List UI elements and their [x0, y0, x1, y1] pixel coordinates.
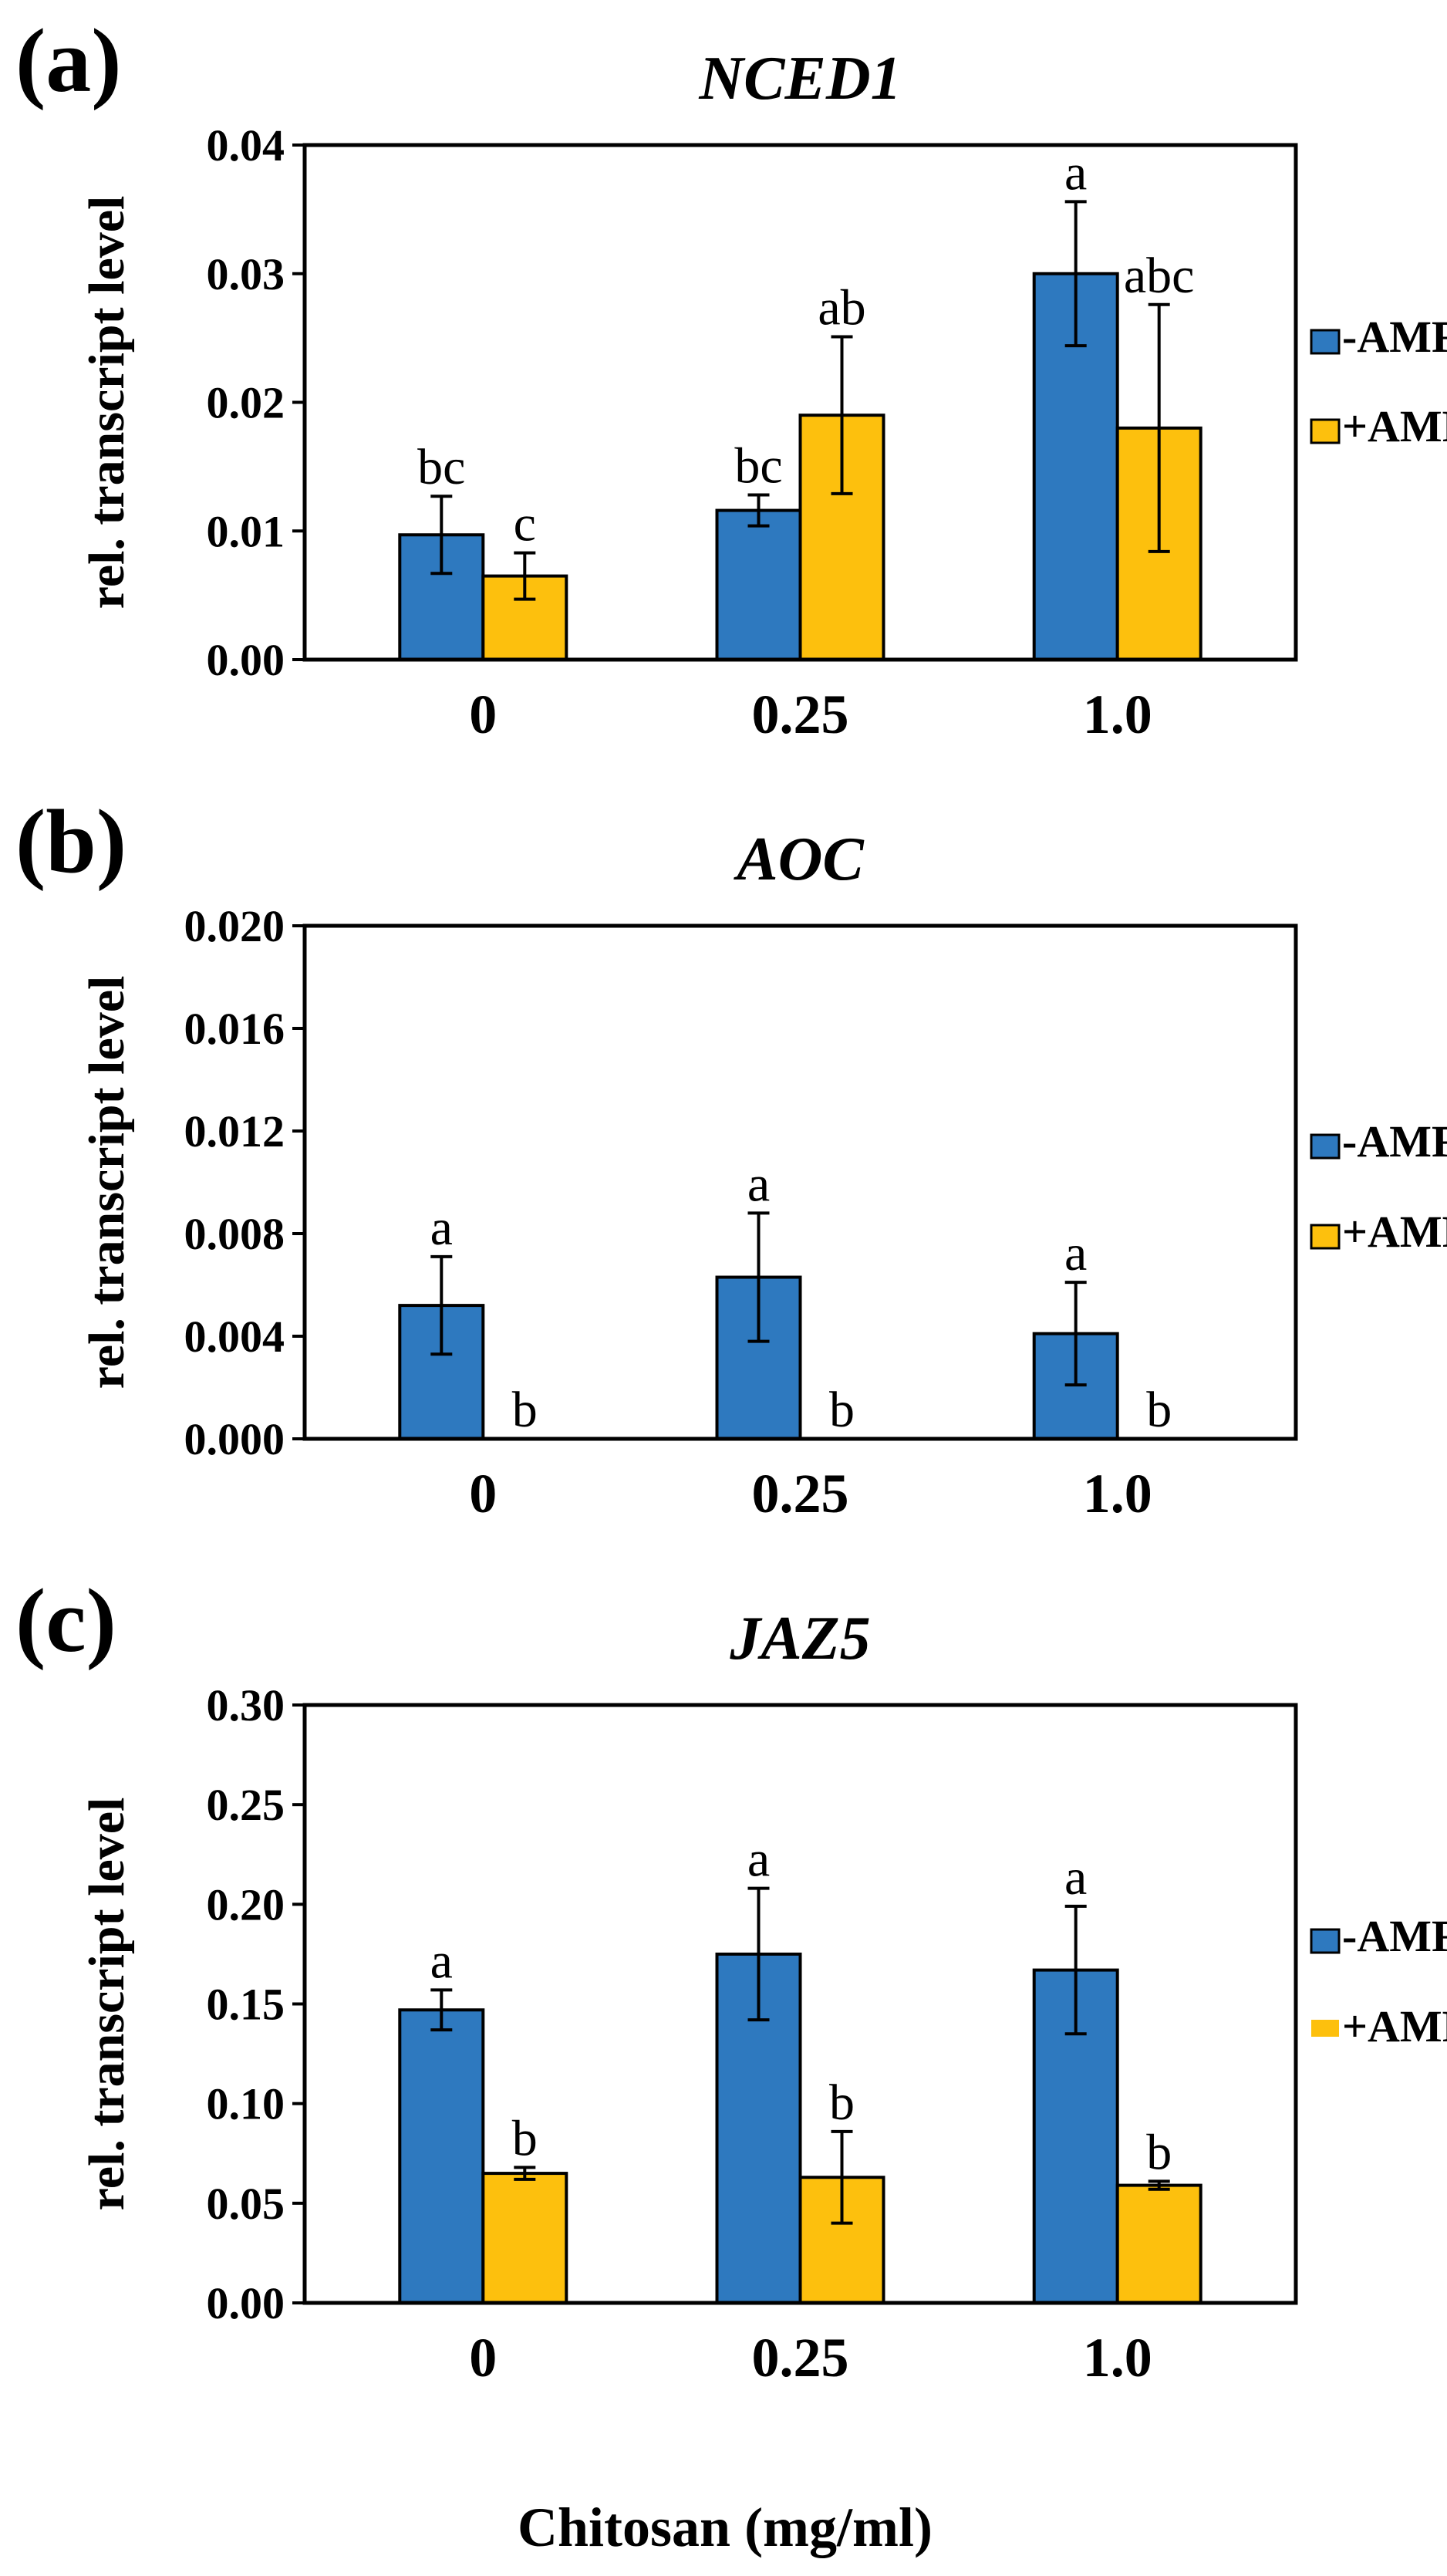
plot-frame	[302, 923, 1298, 1441]
significance-letter: b	[512, 2110, 538, 2166]
significance-letter: b	[512, 1382, 538, 1438]
x-tick-label: 0	[469, 684, 497, 745]
legend-swatch-minus-amf	[1310, 1133, 1341, 1160]
panel-title: AOC	[733, 825, 865, 893]
legend-label: -AMF	[1342, 312, 1447, 362]
panel-label: (a)	[15, 10, 122, 111]
y-tick-label: 0.10	[207, 2079, 285, 2129]
legend-swatch-minus-amf	[1310, 329, 1341, 355]
significance-letter: b	[1146, 2124, 1172, 2180]
significance-letter: a	[747, 1832, 770, 1888]
significance-letter: b	[829, 2075, 855, 2131]
significance-letter: a	[430, 1200, 453, 1256]
y-axis-label: rel. transcript level	[79, 196, 135, 609]
x-tick-label: 1.0	[1083, 1463, 1152, 1524]
significance-letter: a	[430, 1933, 453, 1989]
panel-label: (c)	[15, 1570, 116, 1671]
x-tick-label: 0	[469, 1463, 497, 1524]
legend-label: +AMF	[1342, 1207, 1447, 1257]
y-axis-label: rel. transcript level	[79, 1798, 135, 2211]
y-tick-label: 0.000	[184, 1414, 285, 1464]
bar-minus-amf	[398, 2008, 485, 2304]
x-tick-label: 0.25	[752, 684, 849, 745]
x-tick-label: 0.25	[752, 2327, 849, 2389]
figure-xlabel: Chitosan (mg/ml)	[518, 2497, 933, 2558]
y-axis-label: rel. transcript level	[79, 976, 135, 1389]
significance-letter: a	[1064, 1849, 1087, 1906]
significance-letter: ab	[818, 279, 865, 336]
y-tick-label: 0.00	[207, 2278, 285, 2328]
bar-plus-amf	[798, 414, 885, 661]
y-tick-label: 0.03	[207, 249, 285, 299]
y-tick-label: 0.05	[207, 2179, 285, 2229]
y-tick-label: 0.25	[207, 1780, 285, 1830]
y-tick-label: 0.01	[207, 506, 285, 556]
legend-label: -AMF	[1342, 1116, 1447, 1166]
significance-letter: a	[1064, 1225, 1087, 1281]
y-tick-label: 0.016	[184, 1004, 285, 1054]
y-tick-label: 0.008	[184, 1209, 285, 1259]
significance-letter: c	[514, 496, 536, 552]
significance-letter: bc	[734, 438, 782, 495]
bar-plus-amf	[481, 2172, 568, 2304]
y-tick-label: 0.04	[207, 120, 285, 170]
legend-swatch-plus-amf	[1310, 418, 1341, 444]
panel-label: (b)	[15, 791, 126, 892]
y-tick-label: 0.004	[184, 1312, 285, 1362]
y-tick-label: 0.30	[207, 1680, 285, 1730]
legend-swatch-plus-amf	[1311, 2020, 1339, 2037]
plot-frame	[302, 1703, 1298, 2305]
y-tick-label: 0.012	[184, 1106, 285, 1156]
x-tick-label: 1.0	[1083, 684, 1152, 745]
bar-minus-amf	[715, 508, 802, 661]
x-tick-label: 0	[469, 2327, 497, 2389]
x-tick-label: 1.0	[1083, 2327, 1152, 2389]
bar-plus-amf	[1115, 2183, 1202, 2304]
legend-swatch-minus-amf	[1310, 1928, 1341, 1954]
significance-letter: abc	[1124, 248, 1195, 304]
y-tick-label: 0.02	[207, 378, 285, 428]
significance-letter: bc	[417, 439, 465, 495]
significance-letter: a	[747, 1156, 770, 1212]
significance-letter: b	[829, 1382, 855, 1438]
legend-label: +AMF	[1342, 401, 1447, 451]
plot-frame	[302, 143, 1298, 662]
panel-title: NCED1	[698, 45, 901, 113]
y-tick-label: 0.00	[207, 635, 285, 685]
panel-title: JAZ5	[729, 1605, 870, 1673]
legend-label: +AMF	[1342, 2001, 1447, 2051]
legend-swatch-plus-amf	[1310, 1224, 1341, 1250]
x-tick-label: 0.25	[752, 1463, 849, 1524]
y-tick-label: 0.20	[207, 1879, 285, 1929]
significance-letter: b	[1146, 1382, 1172, 1438]
significance-letter: a	[1064, 144, 1087, 201]
legend-label: -AMF	[1342, 1911, 1447, 1961]
y-tick-label: 0.020	[184, 901, 285, 951]
y-tick-label: 0.15	[207, 1980, 285, 2030]
